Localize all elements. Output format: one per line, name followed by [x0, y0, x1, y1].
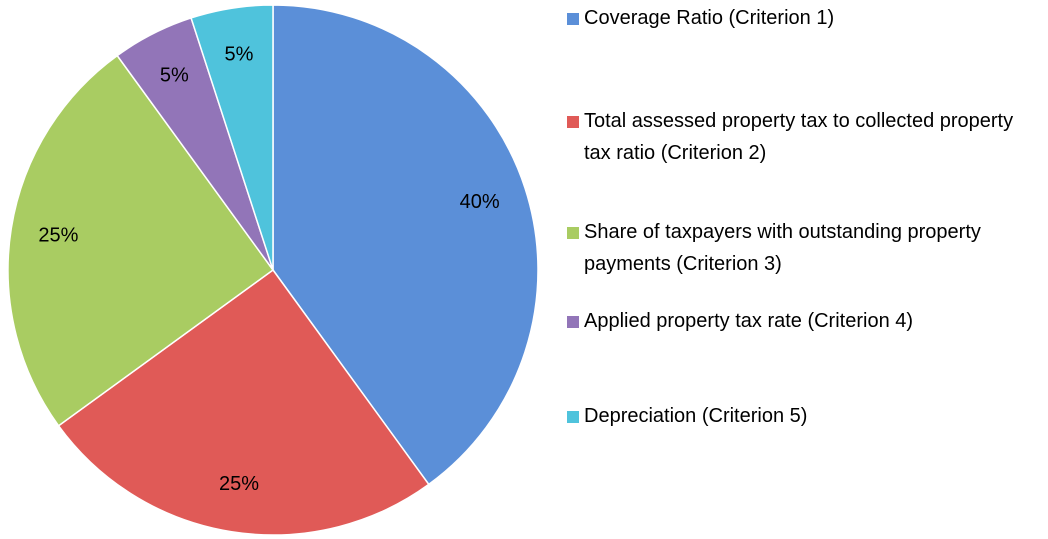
- pie-chart: 40% 25% 25% 5% 5%: [7, 4, 539, 536]
- legend-swatch: [567, 316, 579, 328]
- pie-slice: [57, 268, 430, 536]
- data-label: 40%: [460, 191, 500, 213]
- legend-item: Depreciation (Criterion 5): [567, 400, 1037, 432]
- legend-item: Applied property tax rate (Criterion 4): [567, 305, 1037, 337]
- pie-slice: [272, 4, 539, 486]
- data-label: 25%: [219, 473, 259, 495]
- data-label: 5%: [160, 65, 189, 87]
- legend-label: Total assessed property tax to collected…: [584, 110, 1014, 164]
- data-label: 25%: [38, 224, 78, 246]
- data-label: 5%: [225, 44, 254, 66]
- pie-slice: [190, 4, 274, 271]
- legend-label: Share of taxpayers with outstanding prop…: [584, 221, 981, 275]
- legend-swatch: [567, 116, 579, 128]
- legend-item: Share of taxpayers with outstanding prop…: [567, 216, 1037, 280]
- legend-label: Applied property tax rate (Criterion 4): [584, 310, 914, 332]
- legend-item: Total assessed property tax to collected…: [567, 105, 1037, 169]
- legend-label: Coverage Ratio (Criterion 1): [584, 7, 835, 29]
- legend-label: Depreciation (Criterion 5): [584, 405, 808, 427]
- pie-slice: [7, 54, 275, 427]
- legend-swatch: [567, 227, 579, 239]
- legend-swatch: [567, 13, 579, 25]
- legend-swatch: [567, 411, 579, 423]
- legend-item: Coverage Ratio (Criterion 1): [567, 2, 1037, 34]
